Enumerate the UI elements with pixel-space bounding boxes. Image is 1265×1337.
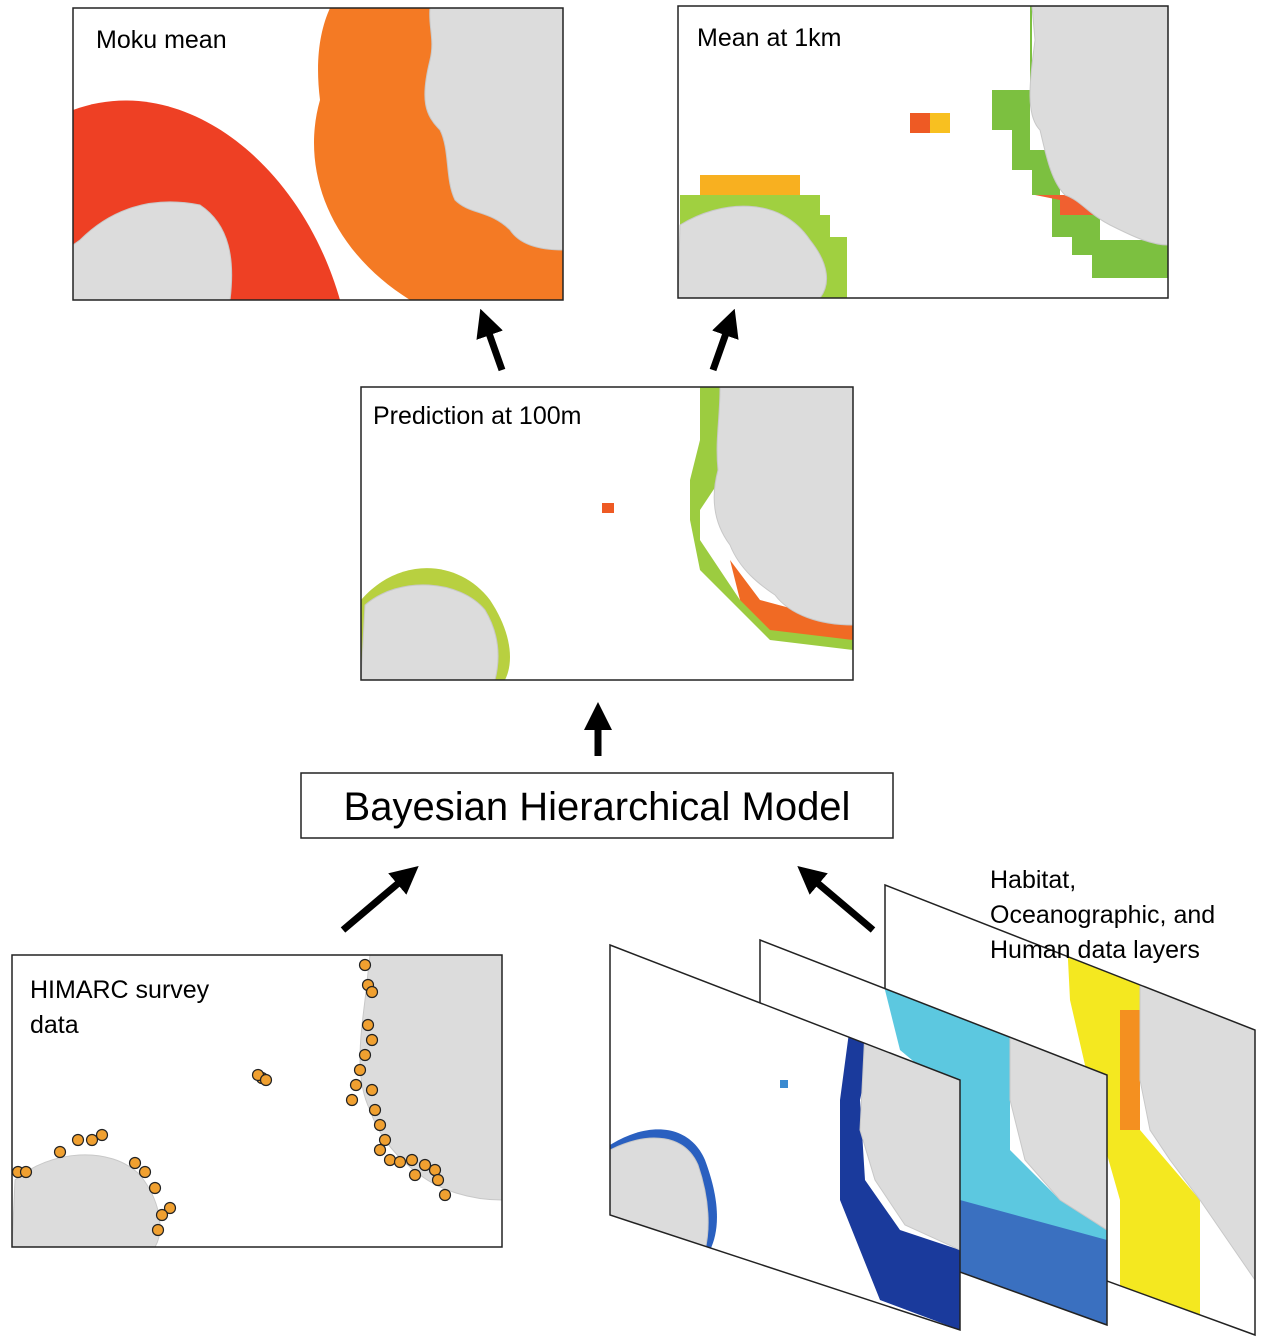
survey-point (440, 1190, 451, 1201)
survey-point (370, 1105, 381, 1116)
survey-point (380, 1135, 391, 1146)
survey-point (433, 1175, 444, 1186)
survey-point (153, 1225, 164, 1236)
layers-label: Habitat, (990, 866, 1076, 894)
survey-point (157, 1210, 168, 1221)
survey-point (97, 1130, 108, 1141)
survey-point (367, 987, 378, 998)
survey-point (73, 1135, 84, 1146)
survey-point (385, 1155, 396, 1166)
survey-point (367, 1035, 378, 1046)
layers-label: Human data layers (990, 936, 1200, 964)
survey-point (363, 1020, 374, 1031)
arrow (485, 322, 502, 370)
survey-point (367, 1085, 378, 1096)
survey-point (130, 1158, 141, 1169)
survey-point (407, 1155, 418, 1166)
arrow (713, 322, 730, 370)
survey-point (87, 1135, 98, 1146)
survey-label: data (30, 1011, 79, 1039)
panel-label: Moku mean (96, 26, 227, 54)
survey-point (351, 1080, 362, 1091)
survey-point (55, 1147, 66, 1158)
survey-point (375, 1120, 386, 1131)
survey-point (395, 1157, 406, 1168)
survey-point (347, 1095, 358, 1106)
arrow (808, 875, 873, 930)
panel-prediction (361, 387, 853, 680)
survey-point (21, 1167, 32, 1178)
survey-label: HIMARC survey (30, 976, 210, 1004)
survey-point (150, 1183, 161, 1194)
model-label: Bayesian Hierarchical Model (344, 785, 851, 829)
survey-point (261, 1075, 272, 1086)
survey-point (410, 1170, 421, 1181)
survey-point (140, 1167, 151, 1178)
panel-label: Mean at 1km (697, 24, 842, 52)
panel-label: Prediction at 100m (373, 402, 581, 430)
diagram: Moku mean Mean at 1km Prediction at 100m… (0, 0, 1265, 1337)
layers-label: Oceanographic, and (990, 901, 1215, 929)
survey-point (420, 1160, 431, 1171)
survey-point (360, 1050, 371, 1061)
survey-point (355, 1065, 366, 1076)
arrow (343, 875, 408, 930)
survey-point (360, 960, 371, 971)
survey-point (375, 1145, 386, 1156)
survey-point (430, 1165, 441, 1176)
